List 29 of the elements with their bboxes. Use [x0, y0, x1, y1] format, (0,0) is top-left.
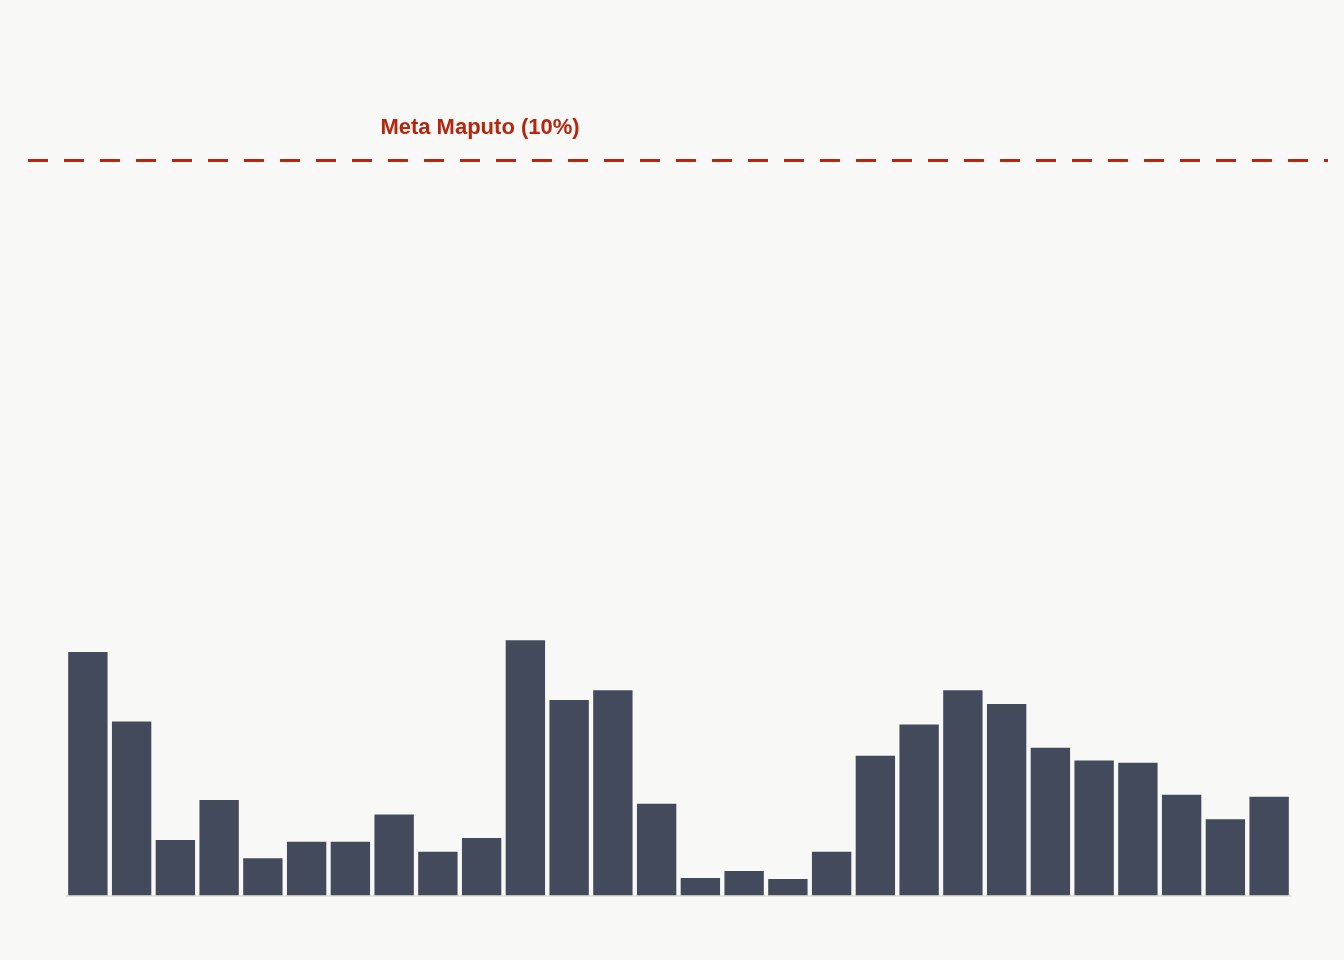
bar — [243, 858, 283, 896]
bar — [636, 803, 677, 896]
bar — [986, 703, 1027, 896]
bar — [461, 837, 502, 896]
bar — [1030, 747, 1071, 896]
bar — [374, 814, 414, 896]
bar — [1161, 794, 1202, 896]
bar — [1249, 796, 1289, 896]
bar — [593, 690, 633, 896]
bar — [1074, 760, 1114, 896]
bar — [768, 879, 808, 896]
bar — [155, 839, 196, 896]
bar — [1118, 762, 1158, 896]
bar — [330, 841, 371, 896]
ref-line-label: Meta Maputo (10%) — [380, 113, 580, 139]
bar — [855, 755, 896, 896]
bar — [811, 851, 852, 896]
bar — [680, 877, 721, 896]
bar — [943, 690, 983, 896]
bar — [899, 724, 939, 896]
bar — [549, 700, 589, 896]
bar — [199, 799, 239, 896]
bar — [724, 871, 764, 896]
bar — [68, 652, 108, 896]
bar — [286, 841, 327, 896]
bar — [505, 640, 546, 896]
bar — [418, 851, 458, 896]
bar — [111, 721, 152, 896]
bar — [1205, 819, 1246, 896]
